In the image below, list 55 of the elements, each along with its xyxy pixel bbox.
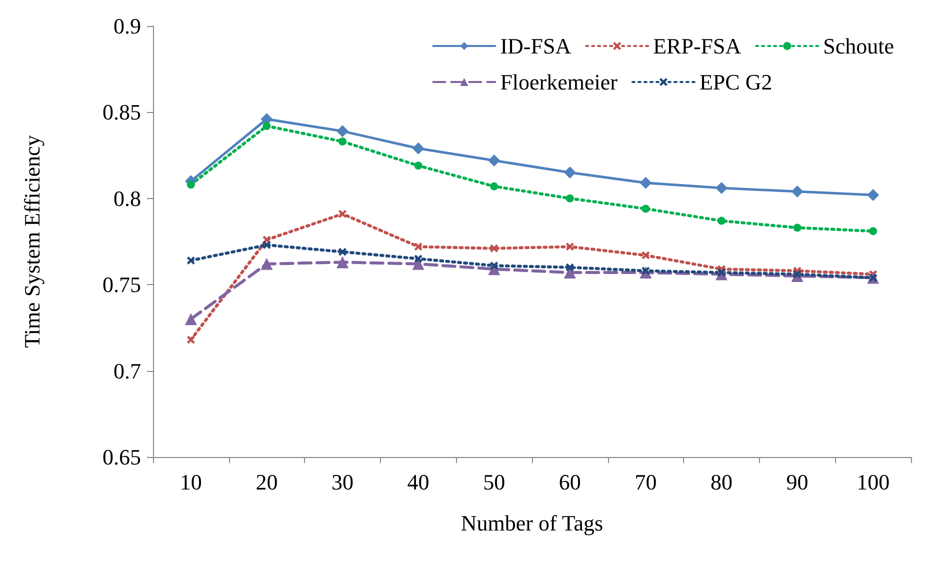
point — [336, 125, 348, 138]
point — [490, 244, 498, 252]
point — [262, 122, 271, 130]
point — [336, 256, 348, 268]
point — [186, 180, 195, 189]
x-tick-label: 80 — [710, 470, 732, 494]
x-tick-label: 20 — [256, 470, 278, 494]
point — [642, 251, 650, 260]
point — [566, 194, 574, 202]
point — [869, 227, 878, 236]
point — [414, 162, 422, 170]
y-tick-label: 0.65 — [102, 444, 141, 470]
y-tick-label: 0.9 — [114, 14, 141, 38]
y-tick-label: 0.8 — [114, 186, 141, 211]
point — [186, 256, 195, 264]
point — [566, 242, 574, 251]
point — [338, 248, 346, 256]
x-tick-label: 30 — [332, 470, 354, 494]
point — [793, 224, 802, 232]
legend-label: ERP-FSA — [653, 34, 742, 58]
y-tick-label: 0.85 — [102, 100, 141, 125]
point — [867, 188, 880, 201]
point — [338, 210, 346, 218]
point — [566, 263, 574, 272]
point — [184, 313, 197, 326]
legend-label: Floerkemeier — [500, 70, 618, 94]
point — [412, 142, 424, 154]
y-axis-title: Time System Efficiency — [20, 135, 44, 348]
x-tick-label: 10 — [180, 470, 202, 494]
y-tick-label: 0.7 — [114, 358, 141, 384]
point — [338, 138, 346, 146]
legend-label: EPC G2 — [699, 70, 772, 94]
point — [414, 254, 422, 263]
point — [642, 204, 650, 213]
point — [262, 240, 271, 249]
y-tick-label: 0.75 — [102, 272, 141, 298]
point — [490, 182, 498, 190]
point — [640, 176, 652, 189]
point — [186, 336, 195, 344]
x-tick-label: 100 — [856, 470, 890, 494]
x-tick-label: 40 — [407, 470, 430, 494]
legend-label: Schoute — [823, 34, 894, 58]
x-tick-label: 70 — [634, 470, 657, 494]
x-tick-label: 90 — [786, 470, 808, 494]
legend-label: ID-FSA — [500, 34, 572, 58]
x-axis-title: Number of Tags — [460, 510, 604, 536]
x-tick-label: 60 — [558, 470, 581, 494]
point — [414, 242, 422, 251]
point — [564, 166, 576, 179]
point — [718, 216, 726, 225]
point — [791, 186, 804, 198]
point — [716, 182, 728, 194]
point — [260, 258, 273, 270]
x-tick-label: 50 — [483, 470, 506, 494]
point — [488, 154, 500, 166]
